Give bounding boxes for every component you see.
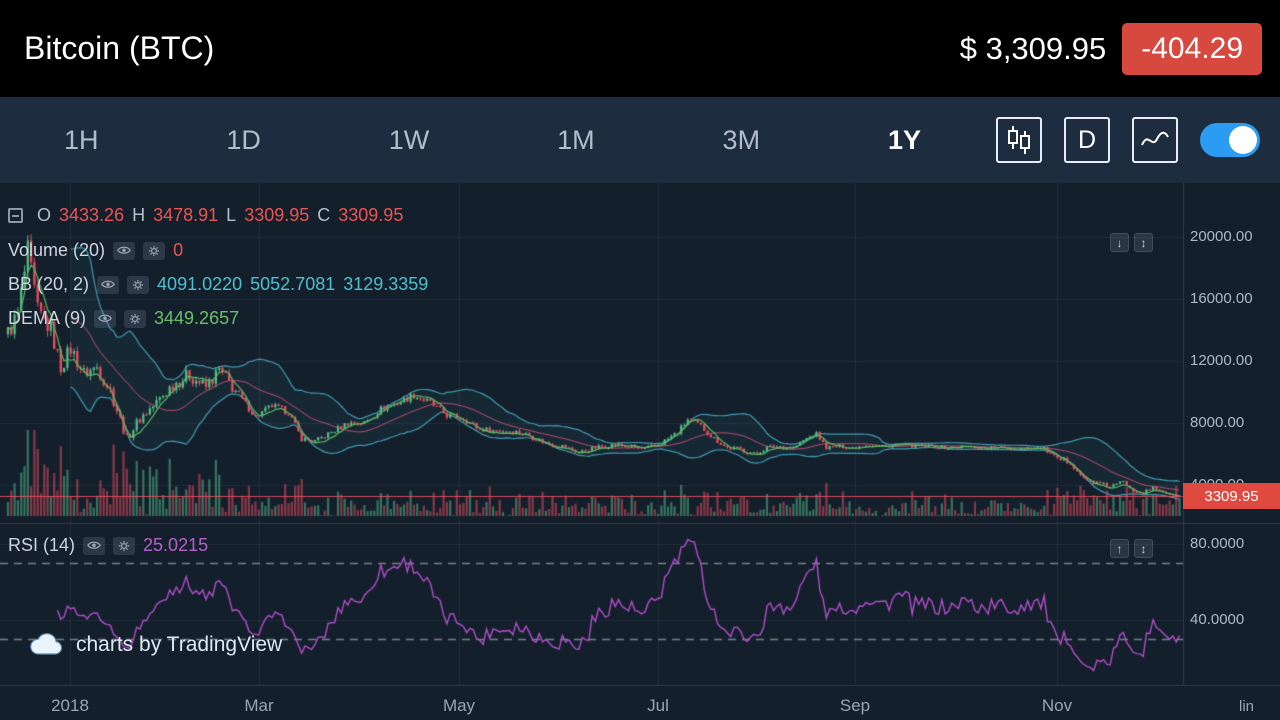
- line-chart-icon: [1141, 131, 1169, 146]
- bb-label: BB (20, 2): [8, 274, 90, 294]
- timeframe-1w[interactable]: 1W: [388, 124, 430, 155]
- gear-icon: [148, 245, 160, 256]
- timeframe-3m[interactable]: 3M: [722, 124, 761, 155]
- eye-icon: [98, 314, 112, 323]
- bb-lower-value: 3129.3359: [343, 274, 429, 294]
- time-axis-tick: Sep: [839, 696, 871, 715]
- price-chart-canvas[interactable]: [0, 183, 1280, 720]
- rsi-label: RSI (14): [8, 535, 76, 555]
- app-header: Bitcoin (BTC) $ 3,309.95 -404.29: [0, 0, 1280, 97]
- up-down-arrow-icon: ↕: [1140, 541, 1147, 556]
- dema-settings-button[interactable]: [124, 309, 147, 328]
- rsi-value: 25.0215: [143, 535, 209, 555]
- tradingview-attribution[interactable]: charts by TradingView: [26, 633, 282, 657]
- toggle-knob: [1229, 126, 1257, 154]
- timeframe-1d[interactable]: 1D: [226, 124, 261, 155]
- open-label: O: [37, 205, 52, 225]
- time-axis-tick: Mar: [244, 696, 274, 715]
- eye-icon: [101, 280, 115, 289]
- rsi-visibility-button[interactable]: [83, 536, 106, 555]
- chart-toolbar: 1H 1D 1W 1M 3M 1Y D: [0, 97, 1280, 183]
- time-axis-tick: 2018: [51, 696, 89, 715]
- current-price: $ 3,309.95: [959, 30, 1107, 66]
- timeframe-tabs: 1H 1D 1W 1M 3M 1Y: [0, 125, 985, 156]
- gear-icon: [132, 279, 144, 290]
- rsi-pane-controls: ↑ ↕: [1110, 539, 1153, 558]
- pane-move-up-button[interactable]: ↑: [1110, 539, 1129, 558]
- ohlc-legend: O 3433.26 H 3478.91 L 3309.95 C 3309.95: [8, 205, 403, 226]
- down-arrow-icon: ↓: [1116, 235, 1123, 250]
- gear-icon: [118, 540, 130, 551]
- dema-value: 3449.2657: [154, 308, 240, 328]
- close-label: C: [317, 205, 331, 225]
- bb-basis-value: 4091.0220: [157, 274, 243, 294]
- gear-icon: [129, 313, 141, 324]
- volume-settings-button[interactable]: [143, 241, 166, 260]
- rsi-settings-button[interactable]: [113, 536, 136, 555]
- price-axis-tick: 16000.00: [1190, 290, 1253, 307]
- bb-legend: BB (20, 2) 4091.0220 5052.7081 3129.3359: [8, 274, 428, 295]
- low-value: 3309.95: [244, 205, 310, 225]
- candlestick-icon: [1008, 126, 1030, 154]
- time-axis-tick: May: [442, 696, 476, 715]
- pane-resize-button[interactable]: ↕: [1134, 233, 1153, 252]
- high-label: H: [132, 205, 146, 225]
- timeframe-1y[interactable]: 1Y: [887, 124, 921, 155]
- timeframe-1h[interactable]: 1H: [63, 124, 99, 155]
- dema-label: DEMA (9): [8, 308, 87, 328]
- attribution-text: charts by TradingView: [76, 633, 283, 656]
- symbol-title: Bitcoin (BTC): [24, 30, 215, 66]
- volume-visibility-button[interactable]: [113, 241, 136, 260]
- timeframe-1m[interactable]: 1M: [557, 124, 595, 155]
- eye-icon: [87, 541, 101, 550]
- volume-label: Volume (20): [8, 240, 106, 260]
- chart-area: O 3433.26 H 3478.91 L 3309.95 C 3309.95 …: [0, 183, 1280, 720]
- rsi-axis-tick: 40.0000: [1190, 611, 1245, 628]
- bb-upper-value: 5052.7081: [250, 274, 336, 294]
- candlestick-style-button[interactable]: [996, 117, 1042, 163]
- tradingview-cloud-icon: [30, 633, 63, 655]
- low-label: L: [226, 205, 237, 225]
- price-change-badge: -404.29: [1122, 22, 1262, 75]
- bb-visibility-button[interactable]: [97, 275, 120, 294]
- rsi-legend: RSI (14) 25.0215: [8, 535, 208, 556]
- price-axis-tick: 12000.00: [1190, 352, 1253, 369]
- dema-visibility-button[interactable]: [94, 309, 117, 328]
- volume-value: 0: [173, 240, 184, 260]
- up-down-arrow-icon: ↕: [1140, 235, 1147, 250]
- collapse-legend-icon[interactable]: [8, 208, 23, 223]
- line-style-button[interactable]: [1132, 117, 1178, 163]
- indicators-toggle[interactable]: [1200, 123, 1260, 157]
- chart-tools: D: [996, 117, 1280, 163]
- high-value: 3478.91: [153, 205, 219, 225]
- price-axis-tick: 8000.00: [1190, 414, 1245, 431]
- interval-button[interactable]: D: [1064, 117, 1110, 163]
- bb-settings-button[interactable]: [127, 275, 150, 294]
- up-arrow-icon: ↑: [1116, 541, 1123, 556]
- volume-legend: Volume (20) 0: [8, 240, 183, 261]
- rsi-axis-tick: 80.0000: [1190, 535, 1245, 552]
- scale-type-label[interactable]: lin: [1239, 698, 1255, 715]
- time-axis-tick: Jul: [647, 696, 669, 715]
- eye-icon: [117, 246, 131, 255]
- last-price-badge: 3309.95: [1183, 483, 1280, 509]
- price-axis-tick: 20000.00: [1190, 228, 1253, 245]
- time-axis-tick: Nov: [1041, 696, 1073, 715]
- pane-move-down-button[interactable]: ↓: [1110, 233, 1129, 252]
- pane-resize-button[interactable]: ↕: [1134, 539, 1153, 558]
- open-value: 3433.26: [59, 205, 125, 225]
- close-value: 3309.95: [338, 205, 404, 225]
- main-pane-controls: ↓ ↕: [1110, 233, 1153, 252]
- dema-legend: DEMA (9) 3449.2657: [8, 308, 239, 329]
